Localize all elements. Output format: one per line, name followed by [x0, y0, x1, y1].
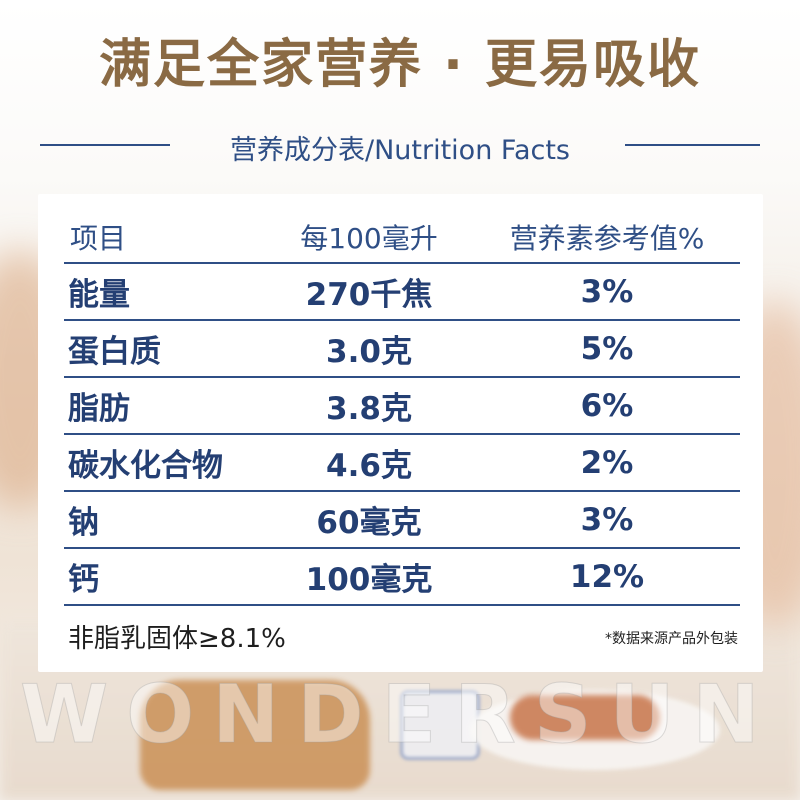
- row-per-100ml: 270千焦: [305, 277, 433, 313]
- nutrition-table: 项目 每100毫升 营养素参考值% 能量 270千焦 3% 蛋白质 3.0克 5…: [64, 212, 740, 606]
- milk-solids-note: 非脂乳固体≥8.1%: [68, 624, 286, 654]
- row-item: 脂肪: [68, 391, 130, 427]
- brand-watermark: WONDERSUN: [20, 668, 778, 761]
- header-per-100ml: 每100毫升: [300, 222, 438, 255]
- section-title-row: 营养成分表/Nutrition Facts: [40, 128, 760, 166]
- title-rule-right: [625, 144, 760, 146]
- row-per-100ml: 100毫克: [305, 562, 433, 598]
- row-item: 钙: [68, 562, 99, 598]
- section-title: 营养成分表/Nutrition Facts: [230, 135, 570, 166]
- row-per-100ml: 3.0克: [326, 334, 412, 370]
- table-row: 钠 60毫克 3%: [64, 492, 740, 549]
- data-source-note: *数据来源产品外包装: [605, 631, 738, 647]
- row-per-100ml: 3.8克: [326, 391, 412, 427]
- header-nrv: 营养素参考值%: [509, 222, 705, 255]
- row-nrv: 3%: [580, 273, 634, 310]
- row-item: 能量: [68, 277, 130, 313]
- row-per-100ml: 4.6克: [326, 448, 412, 484]
- table-row: 脂肪 3.8克 6%: [64, 378, 740, 435]
- title-rule-left: [40, 144, 170, 146]
- row-item: 钠: [68, 505, 99, 541]
- row-nrv: 3%: [580, 501, 634, 538]
- nutrition-facts-panel: 项目 每100毫升 营养素参考值% 能量 270千焦 3% 蛋白质 3.0克 5…: [38, 194, 763, 672]
- background-cup: [400, 690, 480, 760]
- table-header-row: 项目 每100毫升 营养素参考值%: [64, 212, 740, 264]
- header-item: 项目: [70, 222, 127, 255]
- background-bread-basket: [140, 680, 370, 790]
- headline: 满足全家营养 · 更易吸收: [99, 35, 701, 95]
- table-row: 能量 270千焦 3%: [64, 264, 740, 321]
- table-row: 蛋白质 3.0克 5%: [64, 321, 740, 378]
- row-nrv: 2%: [580, 444, 634, 481]
- table-row: 钙 100毫克 12%: [64, 549, 740, 606]
- table-row: 碳水化合物 4.6克 2%: [64, 435, 740, 492]
- row-item: 碳水化合物: [68, 448, 223, 484]
- table-footer: 非脂乳固体≥8.1% *数据来源产品外包装: [68, 616, 738, 656]
- row-nrv: 12%: [569, 558, 645, 595]
- row-nrv: 6%: [580, 387, 634, 424]
- row-per-100ml: 60毫克: [316, 505, 422, 541]
- row-item: 蛋白质: [68, 334, 161, 370]
- row-nrv: 5%: [580, 330, 634, 367]
- background-bread: [510, 695, 660, 740]
